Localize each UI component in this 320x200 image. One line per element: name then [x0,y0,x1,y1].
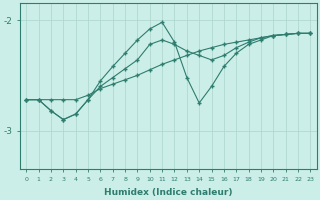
X-axis label: Humidex (Indice chaleur): Humidex (Indice chaleur) [104,188,233,197]
